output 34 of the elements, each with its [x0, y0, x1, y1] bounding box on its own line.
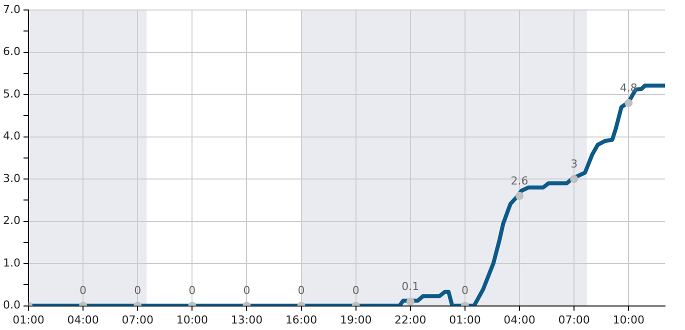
y-tick-label: 3.0	[2, 172, 20, 185]
x-tick-label: 01:00	[449, 313, 481, 326]
x-tick-label: 07:00	[558, 313, 590, 326]
point	[570, 175, 578, 184]
x-tick-label: 04:00	[504, 313, 536, 326]
x-tick-label: 13:00	[230, 313, 263, 326]
data-label: 0	[298, 284, 305, 298]
x-tick-label: 22:00	[394, 313, 426, 326]
y-tick-label: 7.0	[2, 2, 20, 16]
y-tick-label: 2.0	[2, 214, 20, 228]
y-tick-label: 5.0	[2, 87, 20, 100]
y-tick-label: 1.0	[2, 256, 20, 270]
point	[624, 98, 633, 107]
data-label: 3	[570, 157, 578, 170]
x-tick-label: 10:00	[176, 313, 208, 326]
point	[516, 192, 524, 200]
data-label: 0.1	[402, 280, 420, 293]
x-tick-label: 19:00	[340, 313, 372, 326]
x-tick-label: 01:00	[12, 313, 44, 326]
y-tick-label: 4.0	[2, 130, 20, 143]
x-tick-label: 04:00	[67, 313, 99, 326]
y-tick-label: 6.0	[2, 45, 20, 58]
data-label: 4.8	[620, 81, 638, 94]
x-tick-label: 07:00	[122, 313, 154, 326]
y-tick-label: 0.0	[2, 298, 20, 312]
data-label: 0	[243, 284, 250, 298]
data-label: 0	[352, 284, 360, 298]
data-label: 0	[134, 284, 142, 298]
x-tick-label: 16:00	[285, 313, 318, 326]
data-label: 0	[80, 284, 87, 298]
data-label: 2.6	[510, 174, 528, 188]
x-tick-label: 10:00	[612, 313, 644, 326]
data-label: 0	[188, 284, 196, 298]
data-label: 0	[461, 284, 468, 298]
